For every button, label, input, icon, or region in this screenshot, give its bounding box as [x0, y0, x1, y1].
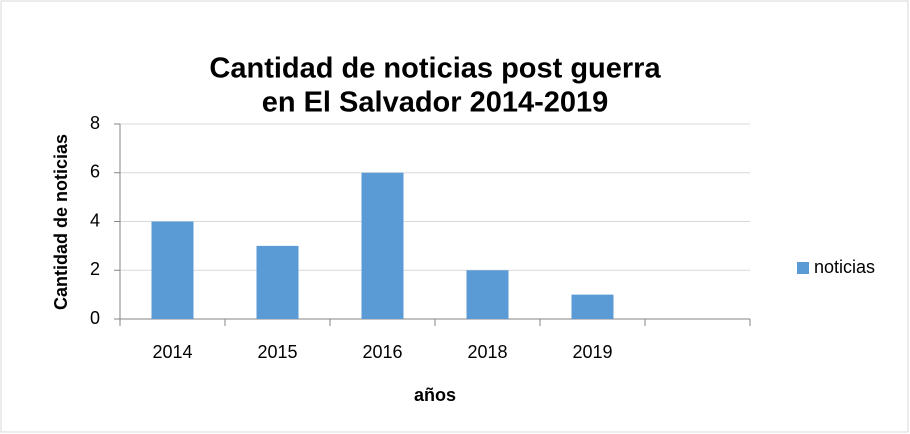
y-tick-label: 2: [90, 259, 100, 279]
x-tick-label: 2016: [362, 342, 402, 362]
x-tick-label: 2015: [257, 342, 297, 362]
chart-title: Cantidad de noticias post guerra: [209, 53, 661, 85]
x-tick-label: 2018: [467, 342, 507, 362]
x-axis-label: años: [414, 385, 456, 405]
y-tick-label: 8: [90, 113, 100, 133]
y-axis-label: Cantidad de noticias: [51, 134, 71, 310]
bar: [256, 245, 299, 319]
legend-swatch: [797, 262, 809, 274]
y-tick-label: 6: [90, 162, 100, 182]
bar: [361, 172, 404, 319]
bar: [151, 221, 194, 319]
y-tick-label: 4: [90, 210, 100, 230]
bar: [466, 270, 509, 319]
legend-label: noticias: [814, 257, 875, 277]
y-tick-label: 0: [90, 308, 100, 328]
chart-title: en El Salvador 2014-2019: [262, 87, 609, 119]
x-tick-label: 2014: [152, 342, 192, 362]
x-tick-label: 2019: [572, 342, 612, 362]
bar: [571, 294, 614, 319]
